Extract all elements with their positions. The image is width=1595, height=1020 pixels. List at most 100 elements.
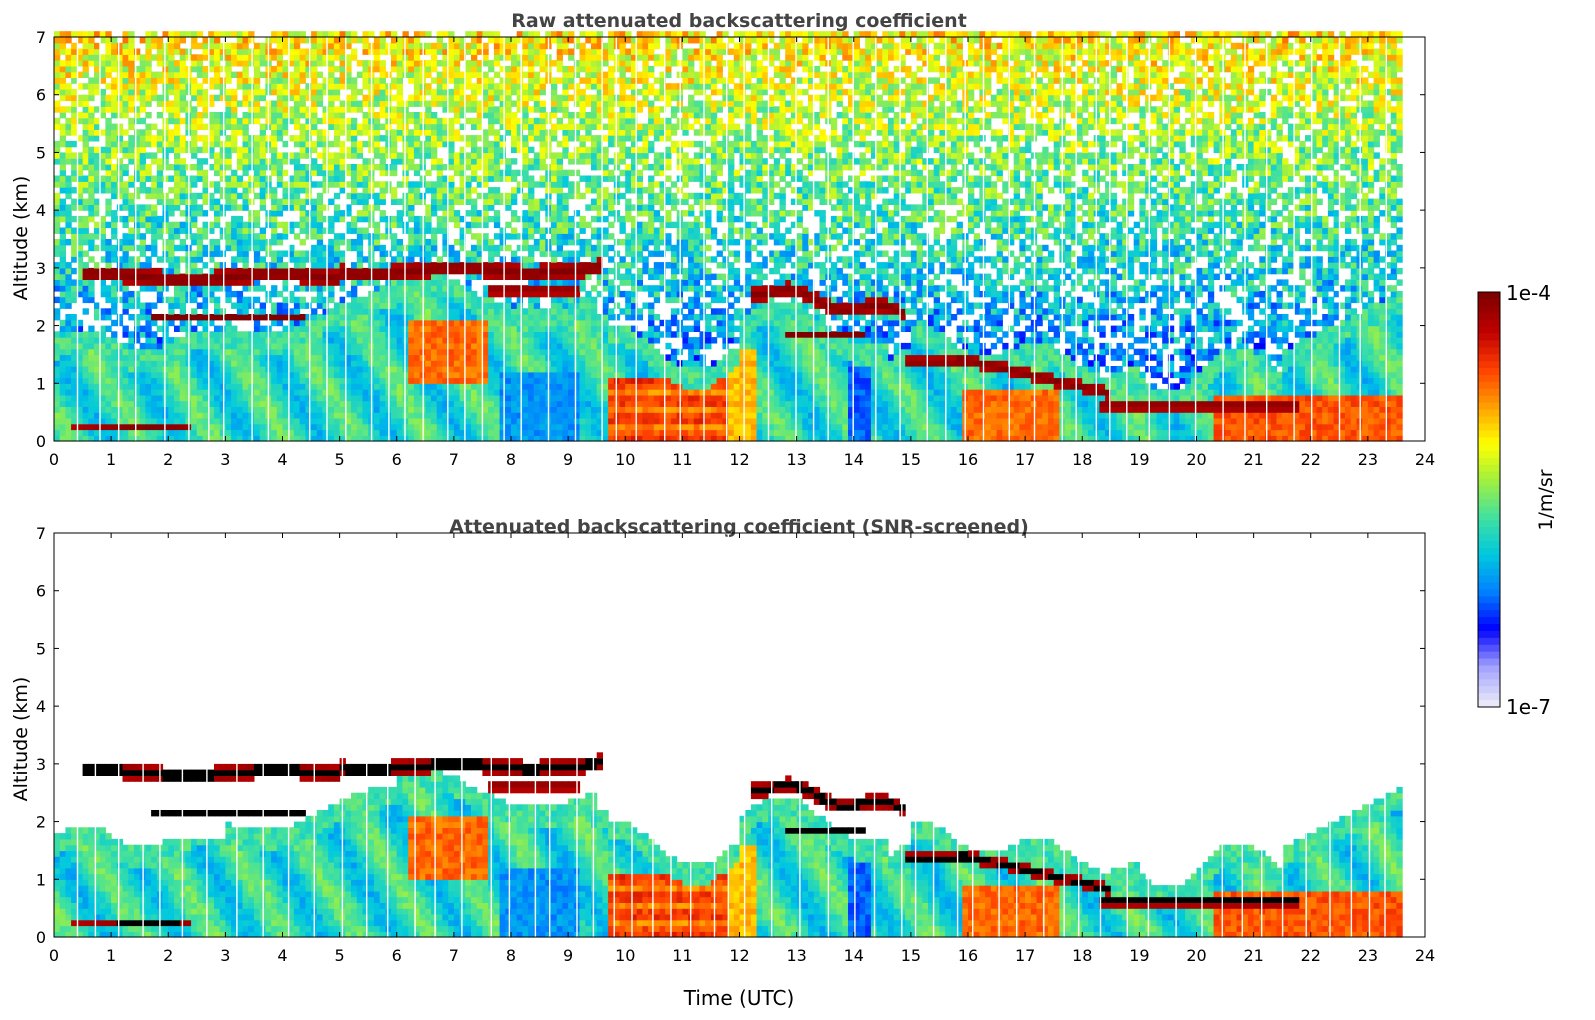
heatmap-cell bbox=[225, 412, 232, 419]
heatmap-cell bbox=[442, 77, 449, 84]
heatmap-cell bbox=[128, 31, 135, 38]
heatmap-cell bbox=[379, 262, 386, 269]
heatmap-cell bbox=[453, 348, 461, 356]
heatmap-cell bbox=[282, 88, 289, 96]
heatmap-cell bbox=[322, 106, 329, 113]
heatmap-cell bbox=[134, 146, 141, 154]
heatmap-cell bbox=[259, 394, 266, 402]
heatmap-cell bbox=[413, 435, 421, 442]
heatmap-cell bbox=[465, 117, 472, 125]
heatmap-cell bbox=[59, 331, 66, 338]
heatmap-cell bbox=[282, 371, 289, 379]
heatmap-cell bbox=[459, 290, 466, 298]
heatmap-cell bbox=[82, 262, 89, 269]
heatmap-cell bbox=[276, 164, 284, 171]
heatmap-cell bbox=[88, 435, 95, 442]
heatmap-cell bbox=[191, 342, 198, 350]
heatmap-cell bbox=[225, 233, 232, 240]
heatmap-cell bbox=[373, 198, 381, 205]
heatmap-cell bbox=[225, 406, 232, 413]
heatmap-cell bbox=[116, 140, 124, 148]
heatmap-cell bbox=[431, 435, 438, 442]
heatmap-cell bbox=[448, 285, 455, 292]
heatmap-cell bbox=[465, 400, 472, 407]
heatmap-cell bbox=[499, 77, 506, 84]
heatmap-cell bbox=[465, 435, 472, 442]
heatmap-cell bbox=[471, 215, 478, 223]
heatmap-cell bbox=[413, 31, 421, 38]
heatmap-cell bbox=[59, 406, 66, 413]
heatmap-cell bbox=[442, 94, 449, 102]
heatmap-cell bbox=[328, 198, 335, 205]
heatmap-cell bbox=[214, 65, 221, 73]
heatmap-cell bbox=[162, 192, 169, 200]
heatmap-cell bbox=[174, 158, 181, 165]
heatmap-cell bbox=[373, 394, 381, 402]
heatmap-cell bbox=[105, 129, 112, 136]
heatmap-cell bbox=[116, 377, 124, 384]
heatmap-cell bbox=[196, 319, 204, 327]
heatmap-cell bbox=[94, 221, 101, 229]
heatmap-cell bbox=[94, 233, 101, 240]
heatmap-cell bbox=[373, 325, 381, 332]
heatmap-cell bbox=[156, 285, 164, 292]
heatmap-cell bbox=[54, 435, 61, 442]
heatmap-cell bbox=[225, 429, 232, 436]
heatmap-cell bbox=[408, 267, 415, 275]
heatmap-cell bbox=[253, 88, 261, 96]
heatmap-cell bbox=[59, 435, 66, 442]
heatmap-cell bbox=[259, 204, 266, 211]
heatmap-cell bbox=[408, 262, 415, 269]
heatmap-cell bbox=[139, 354, 146, 361]
heatmap-cell bbox=[156, 325, 164, 332]
heatmap-cell bbox=[436, 296, 443, 304]
heatmap-cell bbox=[156, 129, 164, 136]
heatmap-cell bbox=[448, 77, 455, 84]
heatmap-cell bbox=[174, 337, 181, 344]
heatmap-cell bbox=[431, 377, 438, 384]
heatmap-cell bbox=[488, 342, 495, 350]
heatmap-cell bbox=[71, 88, 78, 96]
heatmap-cell bbox=[293, 100, 301, 107]
heatmap-cell bbox=[225, 400, 232, 407]
heatmap-cell bbox=[71, 244, 78, 252]
heatmap-cell bbox=[139, 60, 146, 67]
heatmap-cell bbox=[493, 383, 501, 390]
heatmap-cell bbox=[59, 285, 66, 292]
heatmap-cell bbox=[362, 192, 369, 200]
heatmap-cell bbox=[345, 164, 352, 171]
heatmap-cell bbox=[316, 296, 324, 304]
heatmap-cell bbox=[345, 100, 352, 107]
heatmap-cell bbox=[299, 417, 306, 425]
heatmap-cell bbox=[122, 244, 129, 252]
heatmap-cell bbox=[351, 279, 358, 286]
heatmap-cell bbox=[305, 366, 312, 373]
heatmap-cell bbox=[465, 314, 472, 321]
heatmap-cell bbox=[345, 435, 352, 442]
heatmap-cell bbox=[88, 360, 95, 367]
heatmap-cell bbox=[253, 383, 261, 390]
heatmap-cell bbox=[276, 331, 284, 338]
heatmap-cell bbox=[214, 123, 221, 130]
heatmap-cell bbox=[339, 210, 346, 217]
heatmap-cell bbox=[465, 48, 472, 55]
heatmap-cell bbox=[356, 88, 364, 96]
heatmap-cell bbox=[516, 429, 523, 436]
heatmap-cell bbox=[276, 308, 284, 315]
heatmap-cell bbox=[179, 181, 186, 188]
heatmap-cell bbox=[179, 31, 186, 38]
heatmap-cell bbox=[214, 83, 221, 90]
heatmap-cell bbox=[179, 290, 186, 298]
heatmap-cell bbox=[505, 337, 512, 344]
heatmap-cell bbox=[168, 423, 175, 431]
heatmap-cell bbox=[82, 187, 89, 194]
heatmap-cell bbox=[482, 417, 489, 425]
heatmap-cell bbox=[522, 366, 529, 373]
heatmap-cell bbox=[168, 140, 175, 148]
heatmap-cell bbox=[134, 77, 141, 84]
heatmap-cell bbox=[448, 366, 455, 373]
heatmap-cell bbox=[122, 83, 129, 90]
heatmap-cell bbox=[54, 360, 61, 367]
heatmap-cell bbox=[219, 31, 226, 38]
heatmap-cell bbox=[339, 37, 346, 44]
